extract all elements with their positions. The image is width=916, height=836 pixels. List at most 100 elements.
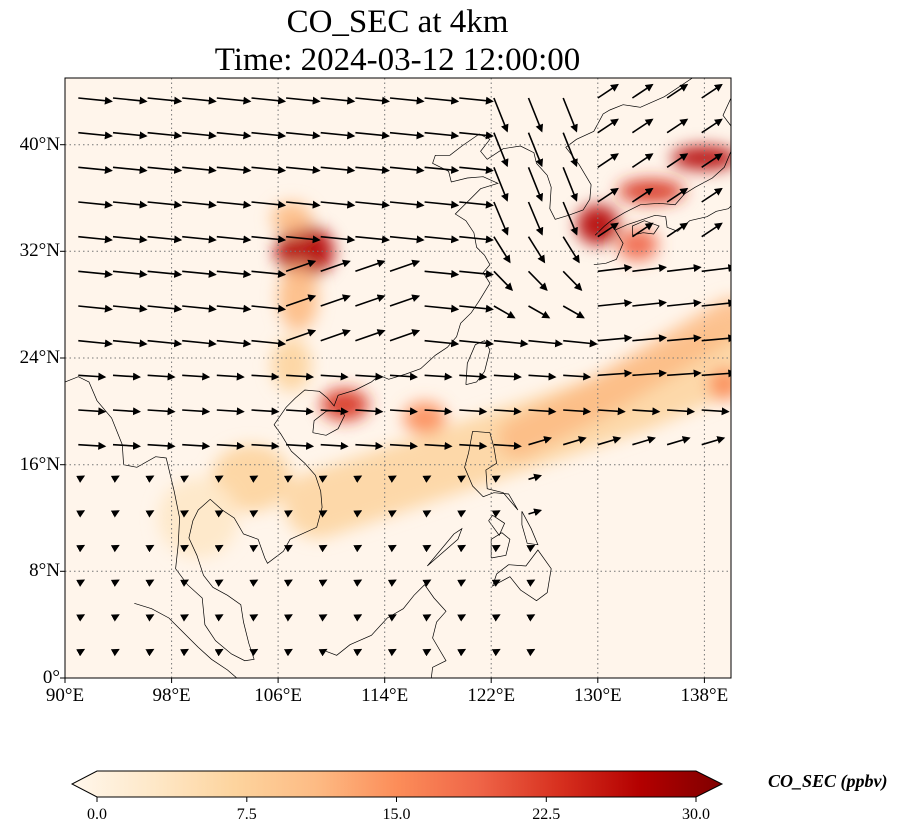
wind-arrow (78, 235, 113, 244)
wind-arrow (320, 294, 351, 307)
co-plume (271, 202, 312, 234)
wind-arrow (353, 614, 363, 622)
wind-arrow (459, 304, 494, 313)
wind-arrow (459, 372, 488, 381)
wind-arrow (110, 579, 120, 587)
wind-arrow (491, 475, 501, 483)
wind-arrow (424, 339, 460, 348)
wind-arrow (527, 97, 544, 133)
wind-arrow (562, 436, 587, 446)
colorbar-tick-label: 15.0 (382, 806, 411, 823)
wind-arrow (182, 131, 217, 140)
colorbar-label: CO_SEC (ppbv) (768, 771, 888, 791)
wind-arrow (528, 508, 543, 517)
wind-arrow (251, 441, 280, 450)
wind-arrow (249, 475, 259, 483)
wind-arrow (180, 475, 189, 483)
wind-arrow (527, 201, 544, 236)
lat-tick-label: 40°N (19, 133, 60, 155)
wind-arrow (249, 614, 259, 622)
coastline (632, 220, 660, 236)
wind-arrow (180, 510, 189, 518)
wind-arrow (701, 83, 723, 99)
wind-arrow (320, 235, 356, 244)
wind-arrow (318, 614, 328, 622)
wind-arrow (666, 83, 689, 99)
wind-arrow (182, 372, 211, 381)
wind-arrow (597, 264, 633, 273)
wind-arrow (563, 372, 592, 381)
wind-arrow (424, 304, 460, 313)
wind-arrow (112, 372, 141, 381)
wind-arrow (182, 235, 217, 244)
wind-arrow (701, 369, 731, 378)
wind-arrow (459, 131, 494, 140)
wind-arrow (216, 96, 252, 105)
wind-arrow (422, 648, 432, 657)
wind-arrow (457, 614, 467, 622)
wind-arrow (318, 544, 328, 553)
wind-arrow (597, 187, 619, 203)
wind-arrow (666, 222, 689, 238)
wind-arrow (387, 579, 397, 587)
wind-arrow (112, 304, 148, 313)
wind-arrow (491, 648, 501, 657)
wind-arrow (251, 304, 287, 313)
lat-tick-label: 8°N (29, 560, 60, 582)
wind-arrow (493, 270, 514, 291)
wind-arrow (78, 372, 107, 381)
wind-arrow (78, 131, 113, 140)
wind-arrow (78, 339, 113, 348)
wind-arrow (459, 407, 488, 416)
wind-arrow (251, 339, 287, 348)
wind-arrow (562, 236, 580, 264)
wind-arrow (389, 96, 425, 105)
wind-arrow (320, 407, 349, 416)
wind-arrow (214, 579, 224, 587)
co-plume (403, 402, 446, 434)
lat-tick-label: 16°N (19, 453, 60, 475)
coastline (65, 78, 693, 662)
wind-arrow (110, 544, 120, 553)
wind-arrow (76, 510, 86, 518)
wind-arrow (112, 441, 141, 450)
wind-arrow (632, 299, 667, 308)
wind-arrow (112, 339, 148, 348)
wind-arrow (422, 544, 432, 553)
wind-arrow (112, 235, 148, 244)
wind-arrow (251, 235, 287, 244)
wind-arrow (180, 614, 189, 622)
wind-arrow (182, 339, 217, 348)
wind-arrow (76, 579, 86, 587)
wind-arrow (249, 579, 259, 587)
wind-arrow (78, 200, 113, 209)
wind-arrow (493, 236, 511, 264)
wind-arrow (387, 510, 397, 518)
wind-arrow (701, 118, 723, 134)
wind-arrow (389, 372, 418, 381)
colorbar (70, 770, 724, 802)
wind-arrow (631, 222, 654, 238)
wind-arrow (182, 96, 217, 105)
wind-arrow (285, 329, 317, 342)
wind-arrow (459, 200, 494, 209)
lon-tick-label: 106°E (254, 685, 302, 706)
wind-arrow (320, 165, 356, 174)
wind-arrow (459, 235, 494, 244)
wind-arrow (353, 648, 363, 657)
wind-arrow (493, 132, 509, 168)
wind-arrow (286, 96, 321, 105)
wind-arrow (320, 329, 351, 342)
wind-arrow (597, 436, 622, 446)
wind-arrow (389, 441, 418, 450)
wind-arrow (457, 544, 467, 553)
co-plume (278, 264, 319, 332)
wind-arrow (355, 131, 390, 140)
wind-arrow (562, 167, 578, 202)
colorbar-tick-label: 30.0 (682, 806, 710, 823)
wind-arrow (251, 407, 280, 416)
wind-arrow (182, 407, 211, 416)
wind-arrow (147, 200, 183, 209)
wind-arrow (286, 372, 315, 381)
wind-arrow (285, 259, 317, 273)
